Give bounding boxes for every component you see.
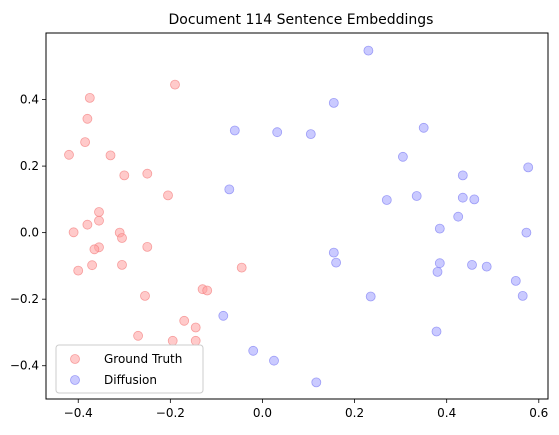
diffusion-point-16 <box>521 227 532 238</box>
y-tick-label: 0.4 <box>20 93 39 107</box>
ground-truth-point-17 <box>89 244 100 255</box>
diffusion-point-14 <box>453 211 464 222</box>
y-tick-label: 0.0 <box>20 226 39 240</box>
ground-truth-point-8 <box>163 190 173 201</box>
ground-truth-point-15 <box>142 241 153 252</box>
diffusion-point-26 <box>218 310 229 321</box>
ground-truth-point-3 <box>80 137 90 148</box>
ground-truth-point-7 <box>119 170 130 181</box>
diffusion-point-12 <box>469 194 480 205</box>
y-tick-label: 0.2 <box>20 159 39 173</box>
diffusion-point-9 <box>224 184 235 195</box>
diffusion-point-2 <box>418 122 429 133</box>
diffusion-point-27 <box>431 326 442 337</box>
ground-truth-point-29 <box>190 335 201 346</box>
x-tick-label: 0.0 <box>253 406 272 420</box>
diffusion-point-30 <box>311 377 322 388</box>
diffusion-point-23 <box>510 275 521 286</box>
ground-truth-point-24 <box>140 290 150 301</box>
axes-layer: −0.4 −0.2 0.0 0.2 0.4 0.6 −0.4 −0.2 0.0 0.2 0.4 <box>10 32 549 420</box>
legend-box <box>55 344 204 394</box>
x-tick-label: −0.4 <box>64 406 93 420</box>
ground-truth-point-0 <box>170 79 180 90</box>
diffusion-point-5 <box>305 129 316 140</box>
x-tick-label: 0.2 <box>345 406 364 420</box>
diffusion-point-6 <box>397 151 408 162</box>
diffusion-point-19 <box>434 258 445 269</box>
legend: Ground Truth Diffusion <box>55 344 204 394</box>
diffusion-point-15 <box>434 223 445 234</box>
diffusion-point-8 <box>457 170 468 181</box>
x-tick-label: −0.2 <box>156 406 185 420</box>
diffusion-point-0 <box>363 45 374 56</box>
legend-label: Ground Truth <box>104 352 182 366</box>
diffusion-point-20 <box>467 259 477 270</box>
legend-marker <box>70 354 80 364</box>
ground-truth-point-6 <box>142 168 153 179</box>
diffusion-point-4 <box>272 127 283 138</box>
diffusion-point-22 <box>432 266 443 277</box>
ground-truth-point-27 <box>133 330 144 341</box>
ground-truth-point-12 <box>68 227 79 238</box>
chart-title: Document 114 Sentence Embeddings <box>169 12 434 28</box>
diffusion-point-25 <box>365 291 376 302</box>
ground-truth-point-23 <box>202 285 213 296</box>
diffusion-point-24 <box>517 290 528 301</box>
x-tick-label: 0.6 <box>529 406 548 420</box>
ground-truth-point-21 <box>73 265 84 276</box>
ground-truth-point-5 <box>105 150 116 161</box>
ground-truth-point-25 <box>179 315 190 326</box>
ground-truth-point-4 <box>64 149 74 160</box>
ground-truth-point-9 <box>94 207 104 217</box>
diffusion-point-21 <box>481 261 492 272</box>
ground-truth-point-2 <box>82 113 93 124</box>
x-tick-label: 0.4 <box>437 406 456 420</box>
legend-marker <box>70 375 80 385</box>
ground-truth-point-19 <box>117 259 127 270</box>
diffusion-point-18 <box>331 257 342 268</box>
ground-truth-point-26 <box>190 322 201 333</box>
ground-truth-point-18 <box>87 260 97 271</box>
points-layer <box>64 45 534 388</box>
diffusion-point-7 <box>523 162 534 173</box>
ground-truth-point-11 <box>82 219 93 230</box>
ground-truth-point-20 <box>236 262 247 273</box>
diffusion-point-3 <box>229 125 240 136</box>
ground-truth-point-1 <box>84 93 95 103</box>
diffusion-point-10 <box>411 191 422 201</box>
y-tick-label: −0.2 <box>10 292 39 306</box>
diffusion-point-1 <box>328 98 339 108</box>
legend-label: Diffusion <box>104 373 157 387</box>
plot-frame <box>45 32 549 400</box>
ground-truth-point-10 <box>94 215 104 226</box>
y-tick-label: −0.4 <box>10 359 39 373</box>
diffusion-point-11 <box>457 192 468 203</box>
diffusion-point-29 <box>269 355 279 366</box>
diffusion-point-13 <box>381 195 392 205</box>
diffusion-point-28 <box>248 345 259 356</box>
diffusion-point-17 <box>328 247 339 258</box>
ground-truth-point-28 <box>167 335 178 346</box>
ground-truth-point-14 <box>117 233 127 243</box>
